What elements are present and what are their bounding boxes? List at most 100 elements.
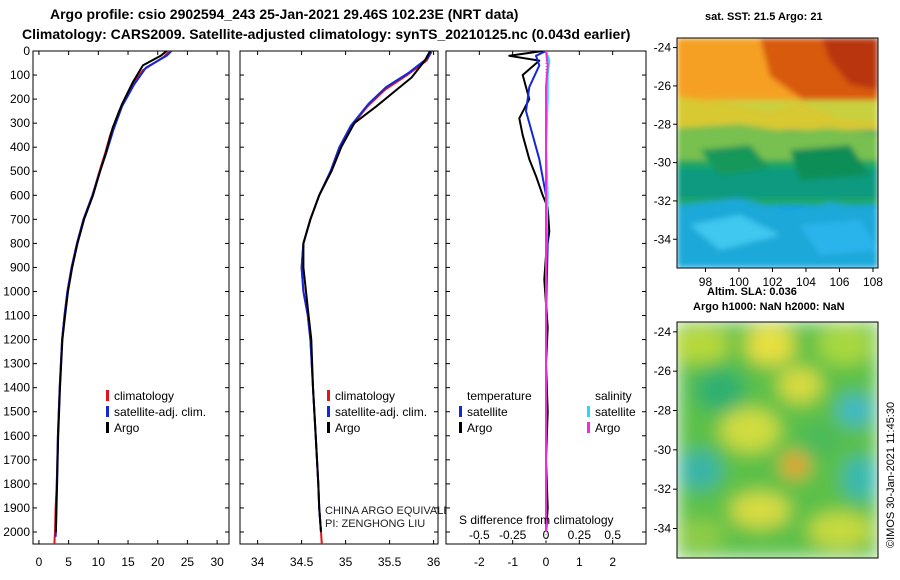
map-lat-tick-label: -30 [654, 443, 672, 457]
legend-label-climatology: climatology [114, 389, 174, 403]
legend-swatch-climatology [327, 390, 330, 401]
legend-swatch-sal-satellite [587, 406, 590, 417]
legend-swatch-climatology [106, 390, 109, 401]
legend-label-temp-argo: Argo [467, 421, 493, 435]
depth-tick-label: 1300 [3, 357, 30, 371]
map-lat-tick-label: -26 [654, 79, 672, 93]
header-line-1: Argo profile: csio 2902594_243 25-Jan-20… [50, 6, 519, 22]
legend-swatch-argo [327, 422, 330, 433]
x-tick-label: 20 [151, 555, 165, 569]
temperature-legend: climatology satellite-adj. clim. Argo [106, 389, 206, 435]
x-tick-label: 36 [427, 555, 441, 569]
salinity-panel: 34 34.5 35 35.5 36 climatology satellite-adj… [239, 50, 466, 569]
map-lat-tick-label: -24 [654, 41, 672, 55]
x-tick-label: 34.5 [290, 555, 314, 569]
map-lon-tick-label: 98 [699, 275, 713, 289]
map-lat-tick-label: -30 [654, 156, 672, 170]
legend-title-salinity: salinity [595, 389, 632, 403]
depth-tick-label: 200 [10, 92, 30, 106]
depth-tick-label: 0 [23, 44, 30, 58]
temperature-panel: 0100200300400500600700800900100011001200… [3, 44, 230, 569]
depth-tick-label: 1400 [3, 381, 30, 395]
sst-field [677, 38, 878, 268]
map-lat-tick-label: -26 [654, 364, 672, 378]
salinity-diff-tick-label: 0.5 [604, 528, 621, 542]
float-annotation-line-1: CHINA ARGO EQUIVALENT [325, 505, 466, 517]
header-line-2: Climatology: CARS2009. Satellite-adjuste… [22, 26, 631, 42]
legend-label-argo: Argo [335, 421, 361, 435]
map-lat-tick-label: -32 [654, 482, 672, 496]
legend-swatch-satellite [327, 406, 330, 417]
x-tick-label: 5 [65, 555, 72, 569]
depth-tick-label: 1800 [3, 477, 30, 491]
map-lon-tick-label: 108 [863, 275, 883, 289]
x-tick-label: 35.5 [378, 555, 402, 569]
legend-label-argo: Argo [114, 421, 140, 435]
map-lat-tick-label: -34 [654, 522, 672, 536]
map-lat-tick-label: -34 [654, 232, 672, 246]
temperature-panel-frame [32, 50, 230, 545]
difference-panel: -2-1012-0.5-0.2500.250.5 temperature sal… [445, 50, 647, 569]
depth-tick-label: 500 [10, 164, 30, 178]
salinity-panel-frame [239, 50, 439, 545]
depth-tick-label: 1700 [3, 453, 30, 467]
x-tick-label: 25 [181, 555, 195, 569]
depth-tick-label: 1600 [3, 429, 30, 443]
salinity-legend: climatology satellite-adj. clim. Argo [327, 389, 427, 435]
salinity-diff-tick-label: 0.25 [568, 528, 592, 542]
salinity-diff-axis-title: S difference from climatology [459, 513, 614, 527]
sla-map-title-2: Argo h1000: NaN h2000: NaN [693, 301, 845, 313]
legend-swatch-sal-argo [587, 422, 590, 433]
legend-swatch-argo [106, 422, 109, 433]
x-tick-label: 35 [339, 555, 353, 569]
map-lat-tick-label: -28 [654, 404, 672, 418]
depth-tick-label: 1100 [4, 309, 30, 323]
sla-map: -24 -26 -28 -30 -32 -34 [654, 321, 879, 559]
legend-label-sal-satellite: satellite [595, 405, 636, 419]
series-line-salinity-argo [545, 51, 549, 532]
depth-tick-label: 400 [10, 140, 30, 154]
depth-tick-label: 300 [10, 116, 30, 130]
x-tick-label: 0 [543, 555, 550, 569]
depth-tick-label: 1900 [3, 501, 30, 515]
legend-title-temperature: temperature [467, 389, 532, 403]
x-tick-label: -1 [507, 555, 518, 569]
sst-map-title: sat. SST: 21.5 Argo: 21 [705, 11, 823, 23]
series-line-argo [302, 51, 431, 533]
legend-label-climatology: climatology [335, 389, 395, 403]
map-lon-tick-label: 102 [762, 275, 782, 289]
salinity-diff-tick-label: -0.25 [499, 528, 527, 542]
x-tick-label: 34 [251, 555, 265, 569]
depth-tick-label: 1500 [3, 405, 30, 419]
legend-label-satellite: satellite-adj. clim. [335, 405, 427, 419]
legend-label-sal-argo: Argo [595, 421, 621, 435]
x-tick-label: 2 [609, 555, 616, 569]
sst-map: -24 -26 -28 -30 -32 -34 98 100 102 104 106 108 [654, 37, 883, 289]
sla-map-frame [676, 321, 879, 559]
map-lat-tick-label: -24 [654, 325, 672, 339]
map-lon-tick-label: 106 [829, 275, 849, 289]
sst-map-frame [676, 37, 879, 269]
difference-legend: temperature salinity satellite Argo sate… [459, 389, 636, 435]
x-tick-label: 10 [92, 555, 106, 569]
map-lat-tick-label: -28 [654, 117, 672, 131]
depth-tick-label: 2000 [3, 525, 30, 539]
depth-tick-label: 700 [10, 212, 30, 226]
depth-tick-label: 1000 [3, 284, 30, 298]
x-tick-label: 0 [36, 555, 43, 569]
depth-tick-label: 600 [10, 188, 30, 202]
legend-swatch-temp-argo [459, 422, 462, 433]
series-line-argo [54, 51, 168, 533]
x-tick-label: 30 [210, 555, 224, 569]
depth-tick-label: 800 [10, 236, 30, 250]
salinity-diff-tick-label: -0.5 [469, 528, 490, 542]
legend-label-satellite: satellite-adj. clim. [114, 405, 206, 419]
map-lat-tick-label: -32 [654, 194, 672, 208]
x-tick-label: 1 [576, 555, 583, 569]
map-lon-tick-label: 104 [796, 275, 816, 289]
x-tick-label: 15 [121, 555, 135, 569]
map-lon-tick-label: 100 [729, 275, 749, 289]
sla-map-title-1: Altim. SLA: 0.036 [707, 286, 797, 298]
float-annotation-line-2: PI: ZENGHONG LIU [325, 518, 425, 530]
